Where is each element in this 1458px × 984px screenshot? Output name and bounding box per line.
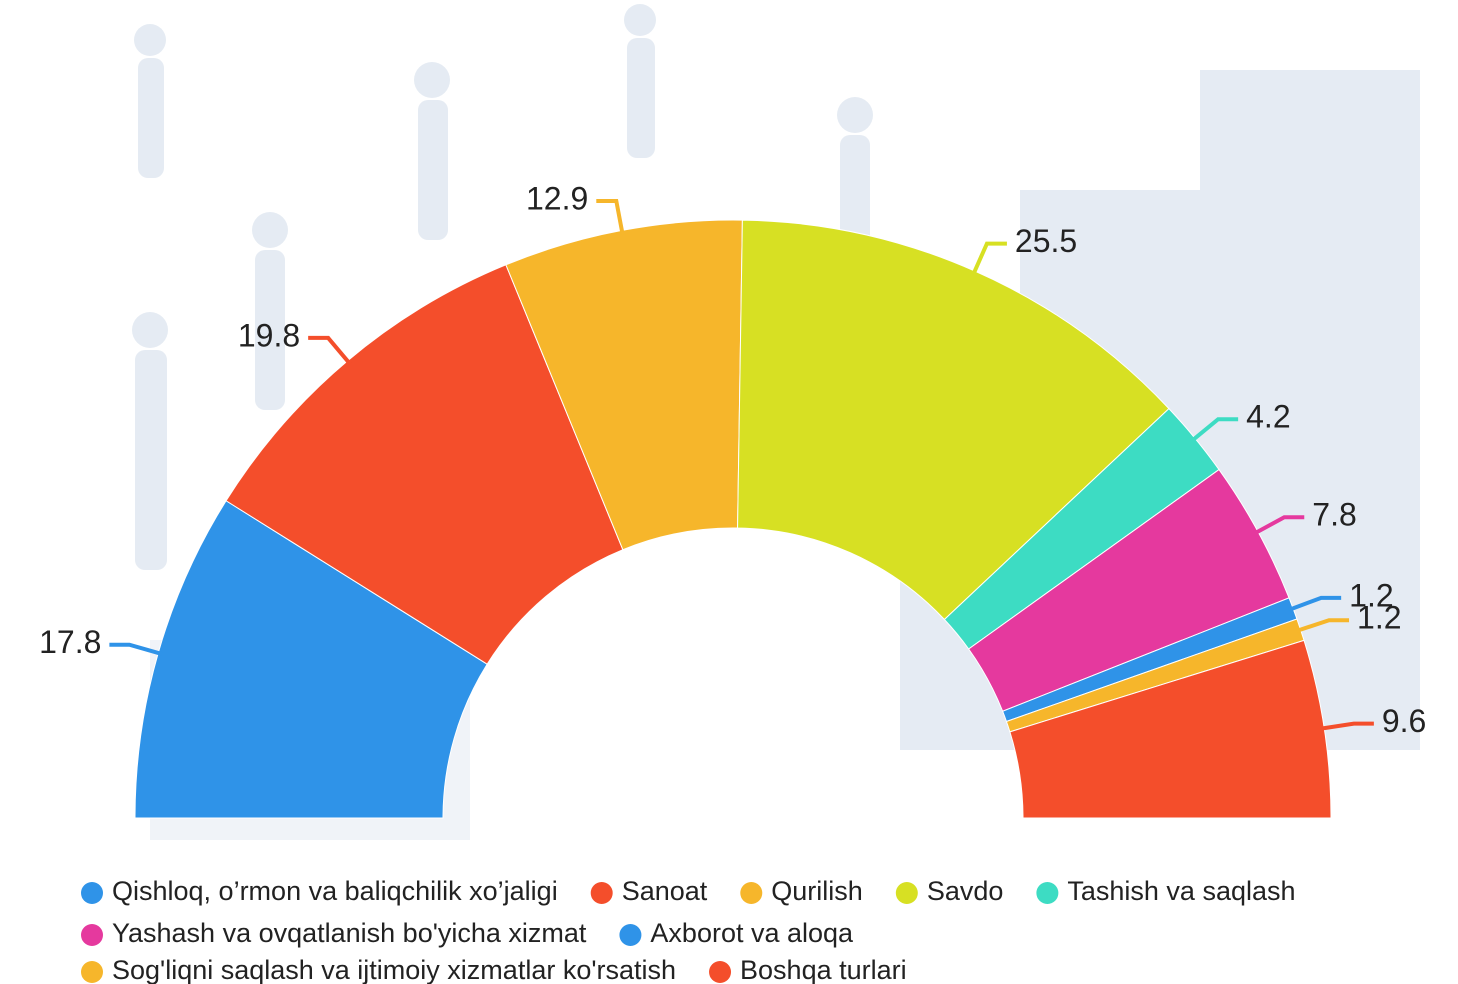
value-label: 1.2 (1357, 600, 1401, 636)
legend-marker (895, 882, 918, 904)
value-label: 17.8 (39, 624, 101, 660)
legend-label: Savdo (927, 876, 1004, 906)
legend-marker (81, 961, 103, 983)
legend-label: Sog'liqni saqlash va ijtimoiy xizmatlar … (112, 955, 676, 984)
slice (1009, 639, 1332, 819)
legend-label: Boshqa turlari (740, 955, 907, 984)
pie (134, 219, 1332, 819)
leader-line (308, 335, 352, 366)
leader-line (971, 241, 1007, 276)
leader-line (1288, 595, 1342, 612)
value-label: 9.6 (1382, 703, 1426, 739)
value-labels: 17.8 19.8 12.9 25.5 4.2 7.8 1.21.2 9.6 (39, 180, 1426, 739)
legend-label: Axborot va aloqa (650, 918, 854, 948)
slice (225, 264, 624, 665)
legend-label: Yashash va ovqatlanish bo'yicha xizmat (112, 918, 587, 948)
value-label: 12.9 (526, 180, 588, 216)
value-label: 19.8 (238, 317, 300, 353)
legend-label: Qurilish (771, 876, 863, 906)
slice (737, 219, 1170, 621)
leader-line (1253, 515, 1305, 536)
value-label: 4.2 (1246, 399, 1290, 435)
value-label: 1.2 (1349, 577, 1393, 613)
legend-marker (81, 882, 103, 904)
legend: Qishloq, o’rmon va baliqchilik xo’jaligi… (81, 876, 1296, 984)
leader-line (1319, 721, 1374, 731)
legend-marker (709, 961, 732, 983)
legend-label: Qishloq, o’rmon va baliqchilik xo’jaligi (112, 876, 558, 906)
leader-line (596, 198, 625, 235)
value-label: 25.5 (1015, 223, 1077, 259)
value-label: 7.8 (1312, 497, 1356, 533)
legend-marker (619, 924, 642, 946)
legend-label: Tashish va saqlash (1067, 876, 1295, 906)
legend-label: Sanoat (622, 876, 708, 906)
slice (134, 500, 488, 819)
leader-line (1190, 417, 1239, 443)
legend-marker (81, 924, 103, 946)
leader-line (1296, 618, 1350, 633)
legend-marker (1036, 882, 1059, 904)
leader-line (109, 642, 163, 656)
legend-marker (740, 882, 763, 904)
legend-marker (590, 882, 613, 904)
